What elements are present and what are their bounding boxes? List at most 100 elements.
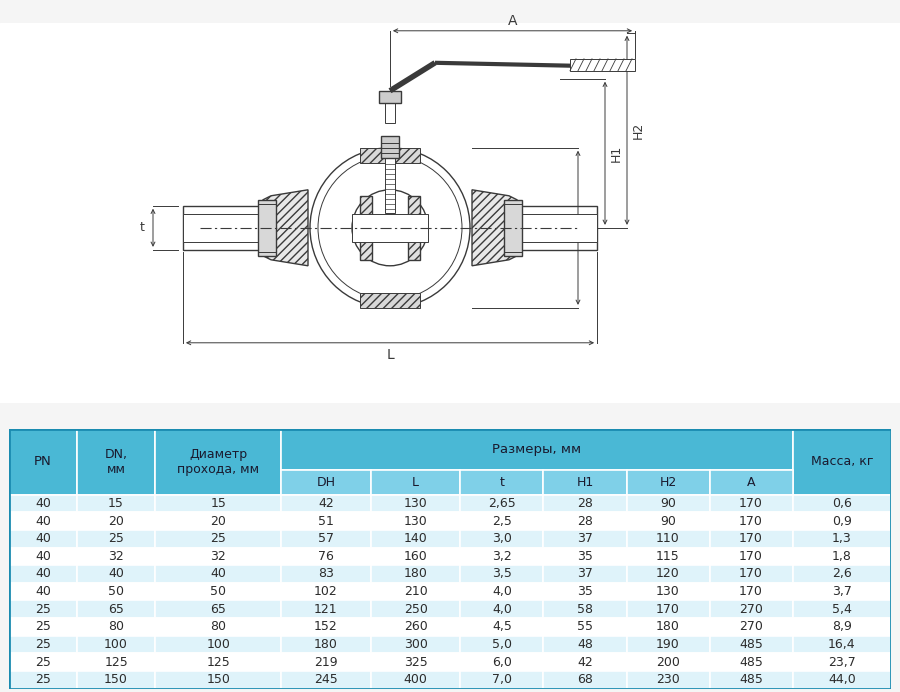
Bar	[371, 565, 461, 583]
Text: 3,5: 3,5	[492, 567, 512, 581]
Text: DH: DH	[317, 476, 336, 489]
Bar	[461, 565, 544, 583]
Bar	[461, 512, 544, 530]
Text: 7,0: 7,0	[492, 673, 512, 686]
Text: t: t	[140, 221, 145, 235]
Bar	[9, 530, 77, 547]
Bar	[461, 653, 544, 671]
Bar	[76, 583, 156, 601]
Text: 65: 65	[211, 603, 226, 616]
Bar	[76, 512, 156, 530]
Bar	[281, 565, 371, 583]
Text: 4,0: 4,0	[492, 603, 512, 616]
Text: 250: 250	[403, 603, 427, 616]
Text: 44,0: 44,0	[828, 673, 856, 686]
Text: DH: DH	[582, 218, 595, 237]
Text: 40: 40	[211, 567, 226, 581]
Text: 2,5: 2,5	[492, 515, 512, 527]
Bar	[626, 671, 709, 689]
Bar	[371, 618, 461, 636]
Bar	[371, 601, 461, 618]
Text: 102: 102	[314, 585, 338, 598]
Text: 4,5: 4,5	[492, 620, 512, 633]
Text: 170: 170	[739, 497, 763, 510]
Bar	[626, 653, 709, 671]
Text: 65: 65	[108, 603, 124, 616]
Text: 200: 200	[656, 655, 680, 668]
Text: 260: 260	[404, 620, 428, 633]
Bar	[9, 429, 77, 495]
Bar	[281, 495, 371, 512]
Text: t: t	[500, 476, 504, 489]
Text: 485: 485	[739, 655, 763, 668]
Text: 1,8: 1,8	[832, 550, 851, 563]
Text: 125: 125	[206, 655, 230, 668]
Bar	[544, 512, 626, 530]
Text: 40: 40	[35, 497, 50, 510]
Bar	[156, 671, 281, 689]
Bar	[461, 601, 544, 618]
Bar	[626, 636, 709, 653]
Polygon shape	[263, 190, 308, 266]
Text: 125: 125	[104, 655, 128, 668]
Text: 28: 28	[577, 515, 593, 527]
Bar	[379, 91, 401, 103]
Text: 23,7: 23,7	[828, 655, 856, 668]
Bar	[709, 636, 793, 653]
Bar	[544, 530, 626, 547]
Bar	[156, 618, 281, 636]
Text: 25: 25	[35, 603, 50, 616]
Text: 3,7: 3,7	[832, 585, 851, 598]
Bar	[183, 206, 263, 250]
Text: 325: 325	[404, 655, 428, 668]
Bar	[76, 565, 156, 583]
Text: 8,9: 8,9	[832, 620, 851, 633]
Text: 32: 32	[211, 550, 226, 563]
Bar	[9, 547, 77, 565]
Text: 2,65: 2,65	[488, 497, 516, 510]
Text: 40: 40	[35, 515, 50, 527]
Bar	[709, 671, 793, 689]
Bar	[281, 547, 371, 565]
Text: 40: 40	[108, 567, 124, 581]
Bar	[281, 671, 371, 689]
Bar	[793, 565, 891, 583]
Text: 180: 180	[656, 620, 680, 633]
Text: 15: 15	[108, 497, 124, 510]
Bar	[461, 547, 544, 565]
Bar	[544, 470, 626, 495]
Bar	[517, 214, 597, 242]
Text: 130: 130	[404, 497, 428, 510]
Bar	[709, 618, 793, 636]
Bar	[281, 618, 371, 636]
Text: 245: 245	[314, 673, 338, 686]
Bar	[76, 618, 156, 636]
Text: 20: 20	[108, 515, 124, 527]
Text: 100: 100	[206, 638, 230, 651]
Text: H2: H2	[660, 476, 677, 489]
Text: 51: 51	[318, 515, 334, 527]
Bar	[281, 601, 371, 618]
Text: 485: 485	[739, 638, 763, 651]
Text: 115: 115	[656, 550, 680, 563]
Bar	[709, 653, 793, 671]
Text: 25: 25	[211, 532, 226, 545]
Text: 400: 400	[403, 673, 427, 686]
Text: 150: 150	[104, 673, 128, 686]
Bar	[408, 196, 420, 260]
Text: 80: 80	[211, 620, 226, 633]
Text: 160: 160	[404, 550, 428, 563]
Bar	[626, 530, 709, 547]
Text: 180: 180	[314, 638, 338, 651]
Bar	[360, 196, 372, 260]
Text: 130: 130	[404, 515, 428, 527]
Bar	[258, 200, 276, 256]
Text: 2,6: 2,6	[832, 567, 851, 581]
Text: 6,0: 6,0	[492, 655, 512, 668]
Text: 170: 170	[739, 585, 763, 598]
Text: 219: 219	[314, 655, 338, 668]
Bar	[371, 547, 461, 565]
Bar	[544, 565, 626, 583]
Bar	[9, 601, 77, 618]
Text: 110: 110	[656, 532, 680, 545]
